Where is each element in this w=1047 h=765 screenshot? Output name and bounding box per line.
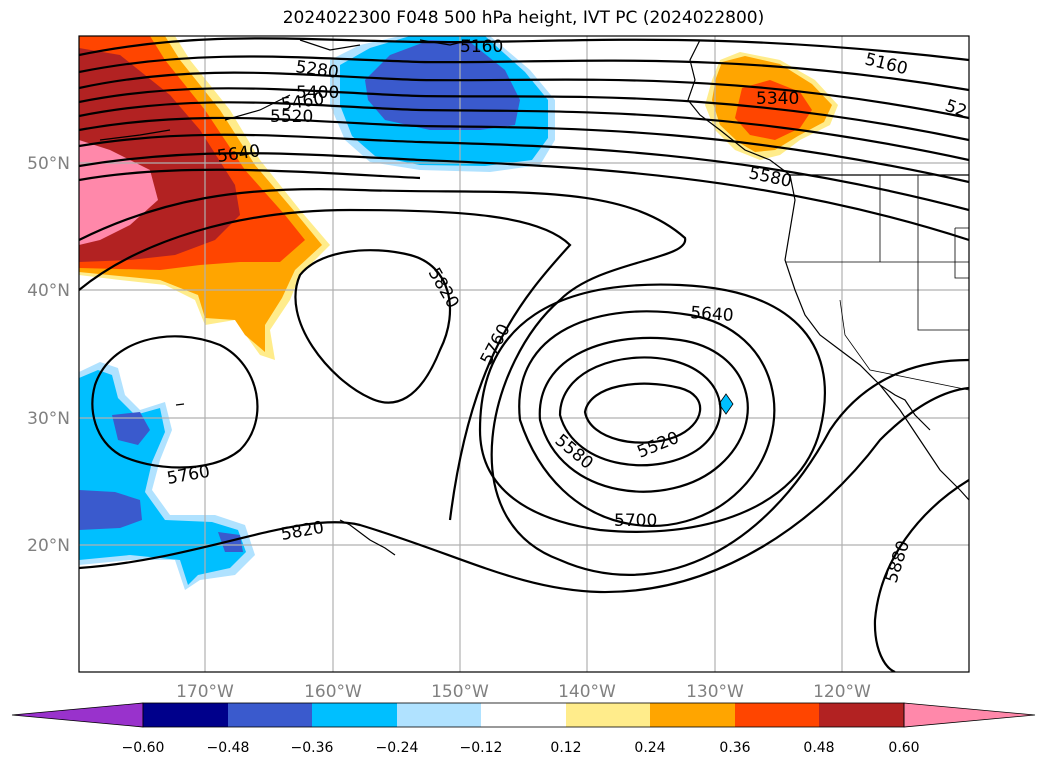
colorbar-tick: 0.12 <box>550 740 581 756</box>
colorbar-segment <box>819 703 904 727</box>
contour-label: 5700 <box>614 511 657 531</box>
contour-label: 5400 <box>296 83 339 103</box>
longitude-labels: 170°W 160°W 150°W 140°W 130°W 120°W <box>176 682 871 702</box>
contour-label: 5160 <box>460 37 503 57</box>
ivt-shading <box>79 36 969 672</box>
coastlines <box>99 39 969 556</box>
map-title: 2024022300 F048 500 hPa height, IVT PC (… <box>282 8 765 28</box>
colorbar-tick: −0.24 <box>376 740 419 756</box>
height-contours <box>79 37 969 672</box>
colorbar-segment <box>566 703 650 727</box>
colorbar-segment <box>481 703 566 727</box>
lat-label: 40°N <box>27 281 70 301</box>
colorbar-segment <box>228 703 312 727</box>
colorbar-tick: −0.36 <box>291 740 334 756</box>
colorbar-tick: 0.48 <box>803 740 834 756</box>
lon-label: 120°W <box>813 682 871 702</box>
colorbar-segment <box>650 703 735 727</box>
colorbar-tick: −0.60 <box>122 740 165 756</box>
colorbar-segment <box>735 703 819 727</box>
colorbar-segment <box>312 703 397 727</box>
contour-label: 5340 <box>756 89 799 109</box>
lat-label: 50°N <box>27 154 70 174</box>
colorbar: −0.60 −0.48 −0.36 −0.24 −0.12 0.12 0.24 … <box>11 702 1036 756</box>
contour-label: 5640 <box>690 303 735 326</box>
lon-label: 130°W <box>686 682 744 702</box>
lat-label: 20°N <box>27 536 70 556</box>
latitude-labels: 50°N 40°N 30°N 20°N <box>27 154 70 556</box>
map-frame <box>78 35 970 673</box>
graticule <box>79 36 969 672</box>
colorbar-segment <box>143 703 228 727</box>
colorbar-tick: 0.36 <box>719 740 750 756</box>
colorbar-extend-high <box>903 702 1036 728</box>
lon-label: 150°W <box>431 682 489 702</box>
colorbar-tick: 0.24 <box>634 740 665 756</box>
colorbar-tick: 0.60 <box>888 740 919 756</box>
colorbar-extend-low <box>11 702 144 728</box>
lon-label: 170°W <box>176 682 234 702</box>
lon-label: 140°W <box>558 682 616 702</box>
colorbar-tick: −0.48 <box>207 740 250 756</box>
colorbar-tick: −0.12 <box>460 740 503 756</box>
contour-label: 5520 <box>270 107 313 127</box>
colorbar-segment <box>397 703 481 727</box>
lat-label: 30°N <box>27 409 70 429</box>
lon-label: 160°W <box>304 682 362 702</box>
